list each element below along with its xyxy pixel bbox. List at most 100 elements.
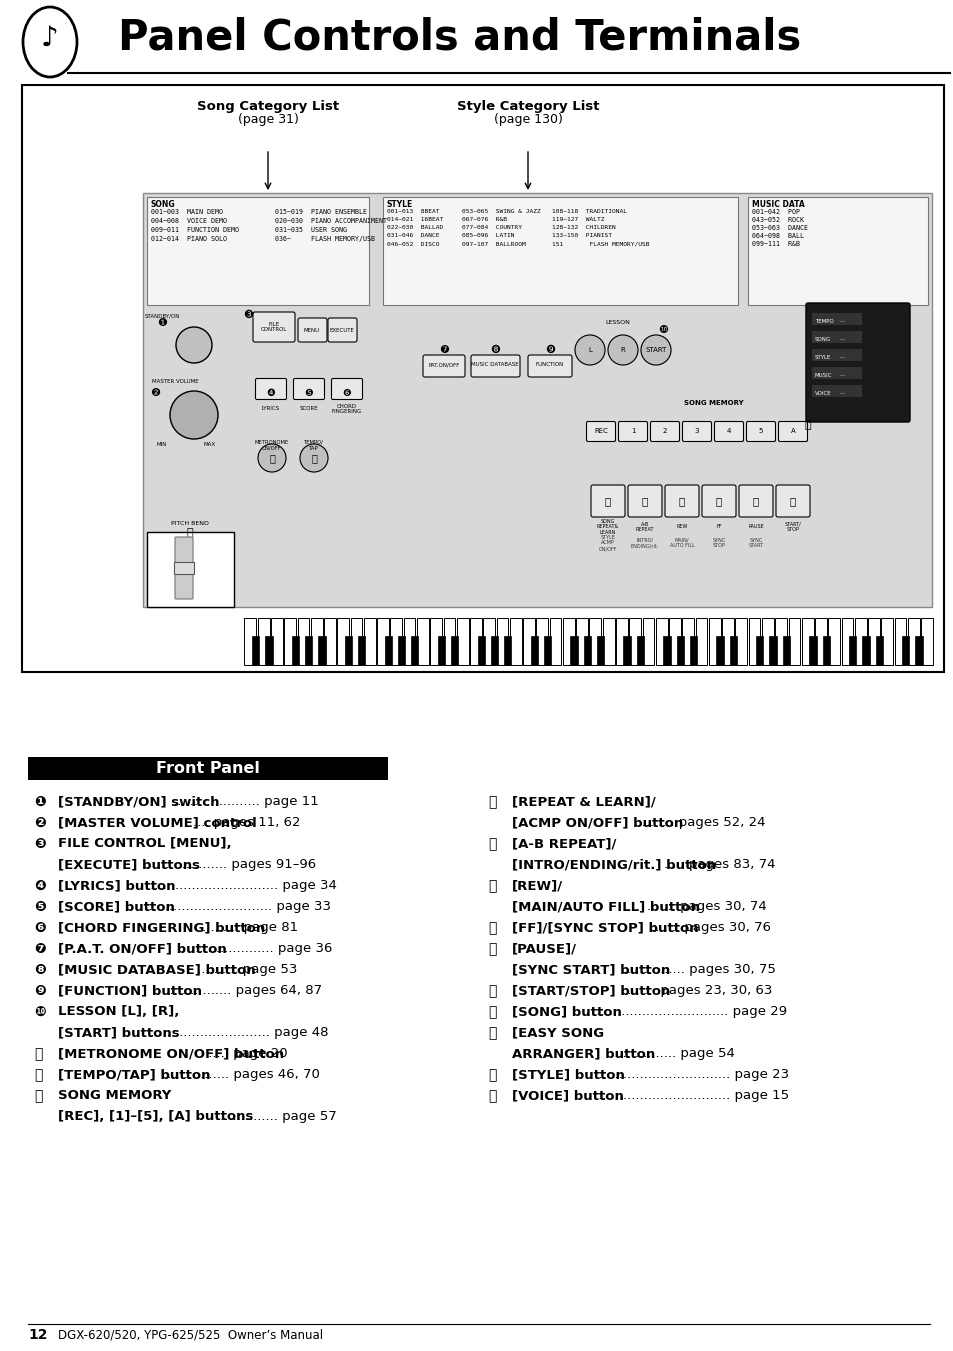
Text: MUSIC DATABASE: MUSIC DATABASE bbox=[471, 362, 518, 367]
Text: ............... pages 30, 75: ............... pages 30, 75 bbox=[622, 963, 775, 975]
Bar bbox=[875, 636, 882, 665]
FancyBboxPatch shape bbox=[805, 303, 909, 422]
Bar bbox=[543, 636, 551, 665]
Bar bbox=[324, 617, 335, 665]
Text: 12: 12 bbox=[28, 1328, 48, 1342]
Bar bbox=[257, 617, 270, 665]
Text: ❻: ❻ bbox=[342, 388, 351, 399]
Bar bbox=[811, 331, 862, 343]
Text: ❼: ❼ bbox=[34, 942, 46, 957]
Bar bbox=[522, 617, 535, 665]
Text: STYLE
ACMP
ON/OFF: STYLE ACMP ON/OFF bbox=[598, 535, 617, 551]
Text: ❼: ❼ bbox=[438, 345, 449, 355]
Bar bbox=[775, 617, 786, 665]
Text: [REW]/: [REW]/ bbox=[512, 880, 562, 892]
Text: A-B
REPEAT: A-B REPEAT bbox=[635, 521, 654, 532]
Bar bbox=[821, 636, 829, 665]
Bar bbox=[695, 617, 707, 665]
Text: TEMPO: TEMPO bbox=[814, 319, 833, 324]
Text: INTRO/
ENDING/rit.: INTRO/ ENDING/rit. bbox=[630, 538, 659, 549]
Circle shape bbox=[299, 444, 328, 471]
Text: ⒰: ⒰ bbox=[488, 880, 496, 893]
Text: [MUSIC DATABASE] button: [MUSIC DATABASE] button bbox=[58, 963, 255, 975]
Bar bbox=[761, 617, 773, 665]
Bar bbox=[497, 617, 508, 665]
Bar bbox=[668, 617, 680, 665]
Text: FF: FF bbox=[716, 524, 721, 530]
Text: [LYRICS] button: [LYRICS] button bbox=[58, 880, 175, 892]
Circle shape bbox=[257, 444, 286, 471]
Text: 001~013  8BEAT      053~065  SWING & JAZZ   108~118  TRADITIONAL: 001~013 8BEAT 053~065 SWING & JAZZ 108~1… bbox=[387, 209, 626, 213]
Text: ................................ page 23: ................................ page 23 bbox=[594, 1069, 788, 1081]
Text: 031~046  DANCE      085~096  LATIN          133~150  PIANIST: 031~046 DANCE 085~096 LATIN 133~150 PIAN… bbox=[387, 232, 612, 238]
Text: SONG MEMORY: SONG MEMORY bbox=[58, 1089, 172, 1102]
Text: [P.A.T. ON/OFF] button: [P.A.T. ON/OFF] button bbox=[58, 942, 227, 955]
Text: 099~111  R&B: 099~111 R&B bbox=[751, 240, 800, 247]
Text: [SCORE] button: [SCORE] button bbox=[58, 900, 174, 913]
Bar bbox=[642, 617, 654, 665]
Bar bbox=[769, 636, 776, 665]
Text: (page 31): (page 31) bbox=[237, 113, 298, 126]
Text: ......... page 81: ......... page 81 bbox=[198, 921, 298, 934]
Text: SONG: SONG bbox=[814, 336, 830, 342]
Text: ---: --- bbox=[840, 355, 845, 359]
Text: R: R bbox=[620, 347, 625, 353]
Bar bbox=[814, 617, 826, 665]
Text: [ACMP ON/OFF] button: [ACMP ON/OFF] button bbox=[512, 816, 682, 830]
Bar bbox=[28, 757, 388, 780]
FancyBboxPatch shape bbox=[253, 312, 294, 342]
Text: A: A bbox=[790, 428, 795, 434]
Circle shape bbox=[640, 335, 670, 365]
Text: ⑮: ⑮ bbox=[641, 496, 647, 507]
Text: ................. pages 91–96: ................. pages 91–96 bbox=[157, 858, 316, 871]
Text: MAIN/
AUTO FILL: MAIN/ AUTO FILL bbox=[669, 538, 694, 549]
Text: [STANDBY/ON] switch: [STANDBY/ON] switch bbox=[58, 794, 219, 808]
Bar bbox=[576, 617, 587, 665]
Bar bbox=[265, 636, 273, 665]
Bar bbox=[147, 532, 233, 607]
Text: ⒭: ⒭ bbox=[34, 1089, 42, 1102]
Text: 3: 3 bbox=[694, 428, 699, 434]
Text: ⒯: ⒯ bbox=[488, 838, 496, 851]
Bar bbox=[854, 617, 865, 665]
Text: 009~011  FUNCTION DEMO         031~035  USER SONG: 009~011 FUNCTION DEMO 031~035 USER SONG bbox=[151, 227, 347, 232]
Text: ....... pages 30, 76: ....... pages 30, 76 bbox=[646, 921, 770, 934]
Text: ..... page 20: ..... page 20 bbox=[204, 1047, 288, 1061]
Text: L: L bbox=[587, 347, 591, 353]
Bar bbox=[589, 617, 600, 665]
FancyBboxPatch shape bbox=[527, 355, 572, 377]
Bar bbox=[721, 617, 733, 665]
Bar bbox=[597, 636, 603, 665]
Bar bbox=[629, 617, 640, 665]
Text: ❹: ❹ bbox=[34, 880, 46, 893]
Bar bbox=[729, 636, 736, 665]
Bar bbox=[284, 617, 295, 665]
Text: ............... page 57: ............... page 57 bbox=[215, 1111, 336, 1123]
Bar bbox=[636, 636, 643, 665]
Text: Song Category List: Song Category List bbox=[196, 100, 338, 113]
Bar bbox=[811, 313, 862, 326]
Text: ................................ page 15: ................................ page 15 bbox=[594, 1089, 788, 1102]
Text: .......... page 53: .......... page 53 bbox=[193, 963, 296, 975]
Bar bbox=[549, 617, 561, 665]
Bar bbox=[536, 617, 548, 665]
Text: ㉔: ㉔ bbox=[187, 528, 193, 538]
Bar bbox=[689, 636, 697, 665]
Bar bbox=[22, 85, 943, 671]
Bar bbox=[490, 636, 497, 665]
Text: ⑭: ⑭ bbox=[604, 496, 611, 507]
Bar bbox=[616, 617, 627, 665]
Text: [SONG] button: [SONG] button bbox=[512, 1005, 621, 1019]
Bar bbox=[841, 617, 853, 665]
Bar bbox=[811, 367, 862, 380]
Text: ❺: ❺ bbox=[304, 388, 313, 399]
Bar bbox=[867, 617, 879, 665]
Text: 4: 4 bbox=[726, 428, 730, 434]
Bar bbox=[456, 617, 468, 665]
Text: ❾: ❾ bbox=[544, 345, 555, 355]
Text: [VOICE] button: [VOICE] button bbox=[512, 1089, 623, 1102]
Text: [START/STOP] button: [START/STOP] button bbox=[512, 984, 670, 997]
FancyBboxPatch shape bbox=[471, 355, 519, 377]
Text: [EASY SONG: [EASY SONG bbox=[512, 1025, 603, 1039]
Bar bbox=[376, 617, 389, 665]
